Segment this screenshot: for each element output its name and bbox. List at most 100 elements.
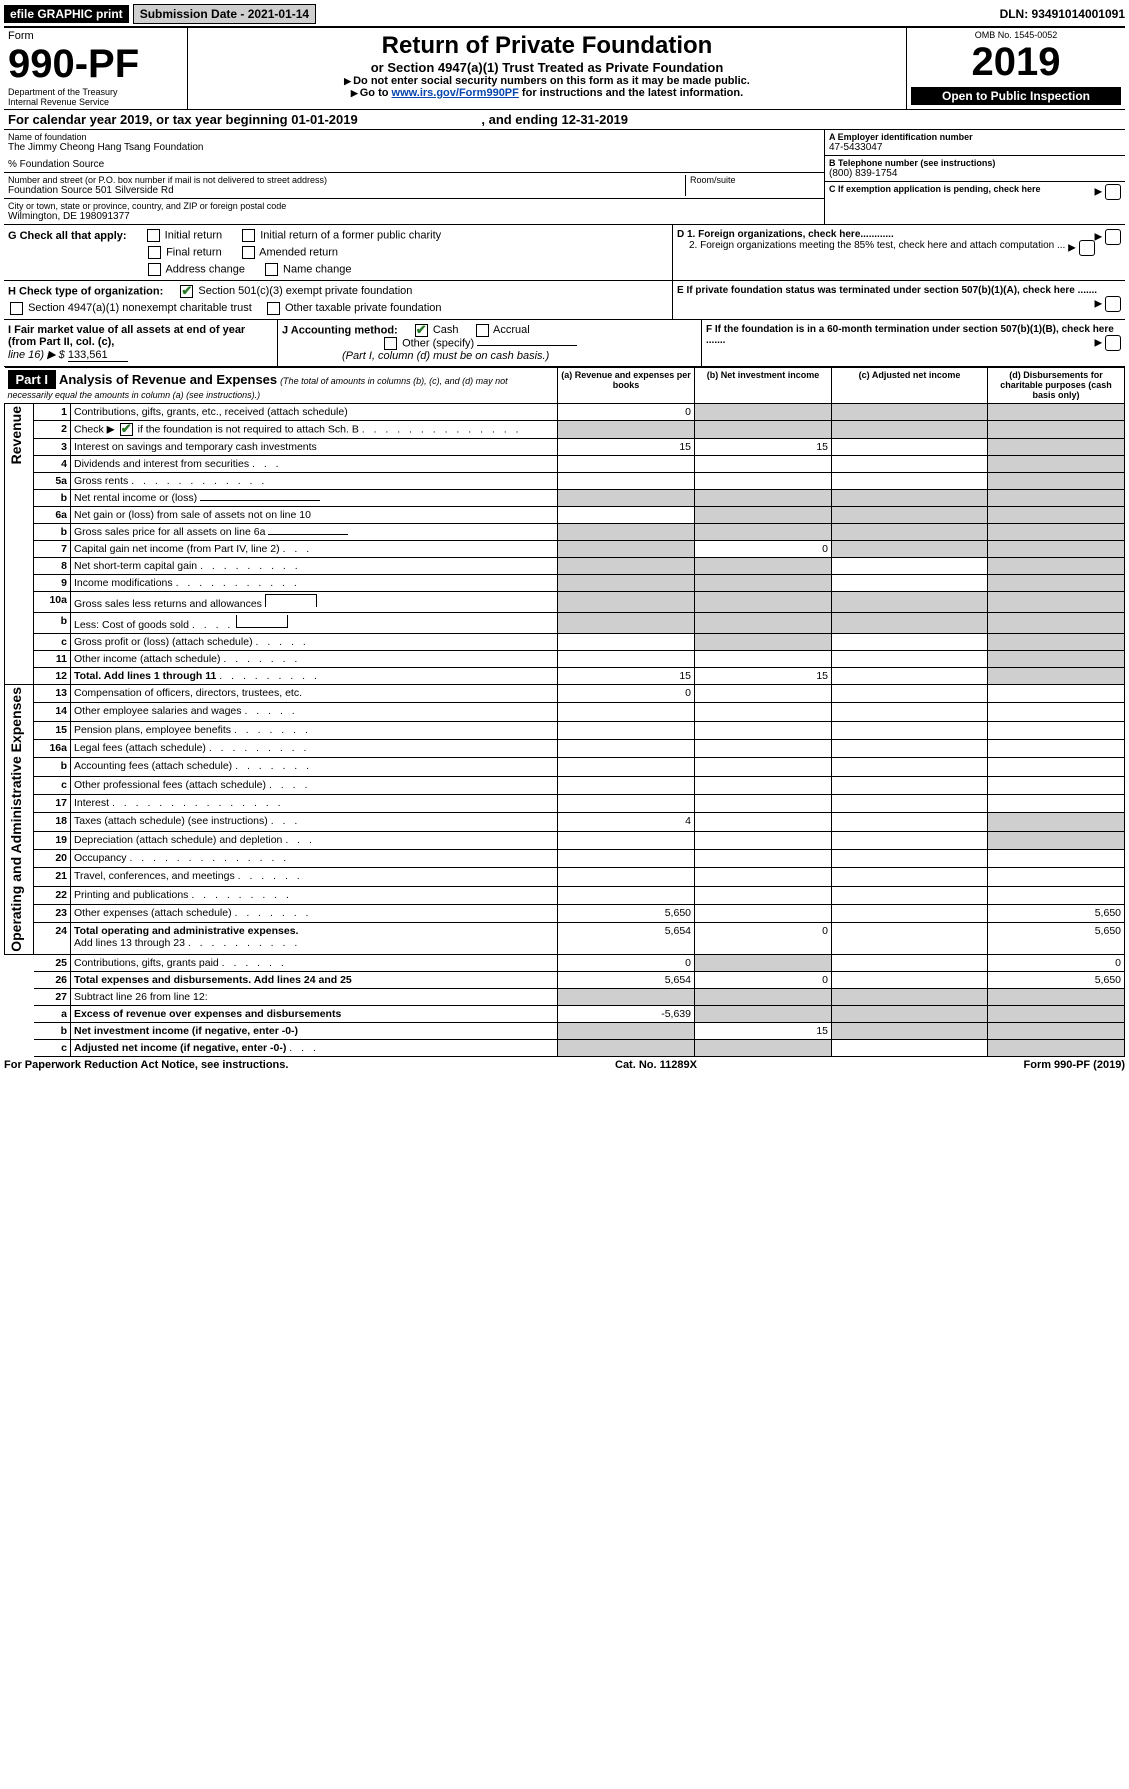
dept: Department of the Treasury: [8, 87, 183, 97]
efile-button[interactable]: efile GRAPHIC print: [4, 5, 129, 23]
instr1: Do not enter social security numbers on …: [353, 75, 750, 87]
h-other: Other taxable private foundation: [285, 302, 442, 314]
row22: Printing and publications: [74, 889, 188, 901]
form-number: 990-PF: [8, 42, 183, 87]
addr-label: Number and street (or P.O. box number if…: [8, 175, 685, 185]
r13-a: 0: [558, 685, 695, 703]
row4: Dividends and interest from securities: [74, 458, 249, 470]
r3-b: 15: [695, 439, 832, 456]
part1-title: Analysis of Revenue and Expenses: [59, 372, 277, 387]
open-inspection: Open to Public Inspection: [911, 87, 1121, 105]
address: Foundation Source 501 Silverside Rd: [8, 185, 685, 196]
row10a: Gross sales less returns and allowances: [74, 598, 262, 610]
h-other-cb[interactable]: [267, 302, 280, 315]
row26: Total expenses and disbursements. Add li…: [74, 974, 352, 986]
d1-cb[interactable]: [1105, 229, 1121, 245]
row21: Travel, conferences, and meetings: [74, 870, 235, 882]
row25: Contributions, gifts, grants paid: [74, 957, 219, 969]
g-final-cb[interactable]: [148, 246, 161, 259]
j-other-cb[interactable]: [384, 337, 397, 350]
g-name-cb[interactable]: [265, 263, 278, 276]
row23: Other expenses (attach schedule): [74, 907, 232, 919]
col-d-hdr: (d) Disbursements for charitable purpose…: [988, 368, 1125, 404]
row11: Other income (attach schedule): [74, 653, 221, 665]
j-accrual-cb[interactable]: [476, 324, 489, 337]
row24a: Total operating and administrative expen…: [74, 925, 298, 937]
care-of: % Foundation Source: [8, 159, 820, 170]
row27: Subtract line 26 from line 12:: [71, 988, 558, 1005]
g-initial: Initial return: [165, 229, 222, 241]
j-note: (Part I, column (d) must be on cash basi…: [342, 350, 697, 362]
row14: Other employee salaries and wages: [74, 705, 242, 717]
g-initial-former: Initial return of a former public charit…: [260, 229, 441, 241]
row13: Compensation of officers, directors, tru…: [71, 685, 558, 703]
ein-label: A Employer identification number: [829, 132, 1121, 142]
g-addr-cb[interactable]: [148, 263, 161, 276]
row27a: Excess of revenue over expenses and disb…: [74, 1008, 341, 1020]
row24b: Add lines 13 through 23: [74, 937, 185, 949]
header-row: Form 990-PF Department of the Treasury I…: [4, 28, 1125, 110]
c-label: C If exemption application is pending, c…: [829, 184, 1041, 194]
schb-cb[interactable]: [120, 423, 133, 436]
j-cash: Cash: [433, 324, 459, 336]
e-label: E If private foundation status was termi…: [677, 285, 1097, 296]
form-subtitle: or Section 4947(a)(1) Trust Treated as P…: [192, 60, 902, 75]
i-val: 133,561: [68, 349, 128, 362]
row2b: if the foundation is not required to att…: [135, 423, 359, 435]
row9: Income modifications: [74, 577, 173, 589]
r24-b: 0: [695, 923, 832, 954]
row16c: Other professional fees (attach schedule…: [74, 779, 266, 791]
g-amended: Amended return: [259, 246, 338, 258]
phone-label: B Telephone number (see instructions): [829, 158, 1121, 168]
row18: Taxes (attach schedule) (see instruction…: [74, 815, 268, 827]
instr2a: Go to: [360, 87, 392, 99]
r18-a: 4: [558, 813, 695, 831]
row10c: Gross profit or (loss) (attach schedule): [74, 636, 253, 648]
col-a-hdr: (a) Revenue and expenses per books: [558, 368, 695, 404]
row10b: Less: Cost of goods sold: [74, 619, 189, 631]
j-other: Other (specify): [402, 337, 474, 349]
d2-cb[interactable]: [1079, 240, 1095, 256]
row1: Contributions, gifts, grants, etc., rece…: [71, 404, 558, 421]
j-cash-cb[interactable]: [415, 324, 428, 337]
tax-year: 2019: [911, 40, 1121, 85]
footer: For Paperwork Reduction Act Notice, see …: [4, 1057, 1125, 1071]
row16a: Legal fees (attach schedule): [74, 742, 206, 754]
r26-d: 5,650: [988, 971, 1125, 988]
row16b: Accounting fees (attach schedule): [74, 760, 232, 772]
f-cb[interactable]: [1105, 335, 1121, 351]
h-4947-cb[interactable]: [10, 302, 23, 315]
r12-b: 15: [695, 668, 832, 685]
e-cb[interactable]: [1105, 296, 1121, 312]
g-amended-cb[interactable]: [242, 246, 255, 259]
r23-a: 5,650: [558, 905, 695, 923]
row2a: Check ▶: [74, 423, 115, 435]
r26-b: 0: [695, 971, 832, 988]
form-label: Form: [8, 30, 183, 42]
row7: Capital gain net income (from Part IV, l…: [74, 543, 280, 555]
h-label: H Check type of organization:: [8, 285, 163, 297]
g-label: G Check all that apply:: [8, 230, 127, 242]
form-ref: Form 990-PF (2019): [1024, 1059, 1125, 1071]
row3: Interest on savings and temporary cash i…: [71, 439, 558, 456]
submission-date: Submission Date - 2021-01-14: [133, 4, 316, 24]
c-checkbox[interactable]: [1105, 184, 1121, 200]
g-final: Final return: [166, 246, 222, 258]
r1-a: 0: [558, 404, 695, 421]
g-addr: Address change: [165, 263, 245, 275]
form-title: Return of Private Foundation: [192, 32, 902, 60]
instr2-link[interactable]: www.irs.gov/Form990PF: [392, 87, 519, 99]
g-initial-former-cb[interactable]: [242, 229, 255, 242]
h-501c3-cb[interactable]: [180, 285, 193, 298]
topbar: efile GRAPHIC print Submission Date - 20…: [4, 4, 1125, 28]
phone: (800) 839-1754: [829, 168, 1121, 179]
g-initial-cb[interactable]: [147, 229, 160, 242]
r26-a: 5,654: [558, 971, 695, 988]
calendar-year: For calendar year 2019, or tax year begi…: [4, 110, 1125, 130]
i-line: line 16) ▶ $: [8, 349, 65, 361]
h-4947: Section 4947(a)(1) nonexempt charitable …: [28, 302, 252, 314]
row27c: Adjusted net income (if negative, enter …: [74, 1042, 286, 1054]
irs: Internal Revenue Service: [8, 97, 183, 107]
instr2b: for instructions and the latest informat…: [519, 87, 743, 99]
row17: Interest: [74, 797, 109, 809]
